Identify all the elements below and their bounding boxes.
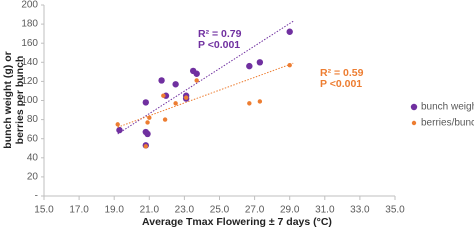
chart: Average Tmax Flowering ± 7 days (°C) bun… [2, 0, 474, 228]
x-tick-label: 21.0 [140, 205, 160, 216]
legend-label: berries/bunch [421, 118, 474, 129]
legend-label: bunch weight [421, 102, 474, 113]
point [173, 101, 178, 106]
point [145, 120, 150, 125]
x-axis-title: Average Tmax Flowering ± 7 days (°C) [142, 216, 332, 228]
point [286, 28, 293, 35]
point [142, 99, 149, 106]
x-tick-label: 25.0 [210, 205, 230, 216]
legend-marker [410, 103, 418, 111]
x-tick-label: 23.0 [175, 205, 195, 216]
point [194, 78, 199, 83]
point [172, 81, 179, 88]
point [257, 99, 263, 104]
y-tick-label: 200 [21, 0, 38, 11]
legend-marker [411, 120, 417, 126]
y-tick-label: 180 [21, 19, 38, 30]
x-tick-label: 19.0 [104, 205, 124, 216]
point [247, 101, 252, 106]
trendline [117, 62, 294, 128]
point [147, 115, 152, 120]
x-tick-label: 17.0 [69, 205, 89, 216]
y-axis-title: berries per bunch [14, 56, 26, 145]
point [287, 62, 292, 68]
y-axis-title: bunch weight (g) or [2, 51, 14, 148]
y-tick-label: 140 [21, 57, 38, 68]
y-tick-label: 100 [21, 95, 38, 106]
y-tick-label: 60 [27, 133, 39, 144]
x-tick-label: 27.0 [245, 205, 265, 216]
y-tick-label: 40 [27, 152, 39, 163]
annotation: R² = 0.59 [320, 67, 364, 79]
y-tick-label: 120 [21, 76, 38, 87]
annotation: P <0.001 [198, 39, 240, 51]
y-tick-label: 80 [27, 114, 39, 125]
y-tick-label: - [35, 191, 38, 202]
point [116, 126, 123, 134]
point [162, 117, 168, 122]
y-tick-label: 160 [21, 38, 38, 49]
x-tick-label: 15.0 [34, 205, 54, 216]
point [143, 144, 148, 149]
point [183, 95, 189, 100]
point [256, 59, 264, 66]
point [158, 77, 165, 84]
annotation: P <0.001 [320, 78, 362, 90]
x-tick-label: 31.0 [315, 205, 335, 216]
x-tick-label: 33.0 [350, 205, 370, 216]
annotation: R² = 0.79 [198, 28, 242, 40]
y-tick-label: 20 [27, 172, 39, 183]
point [115, 122, 120, 127]
x-tick-label: 29.0 [280, 205, 300, 216]
point [144, 130, 151, 138]
x-tick-label: 35.0 [385, 205, 405, 216]
point [193, 70, 200, 77]
point [246, 62, 253, 70]
point [161, 93, 166, 98]
